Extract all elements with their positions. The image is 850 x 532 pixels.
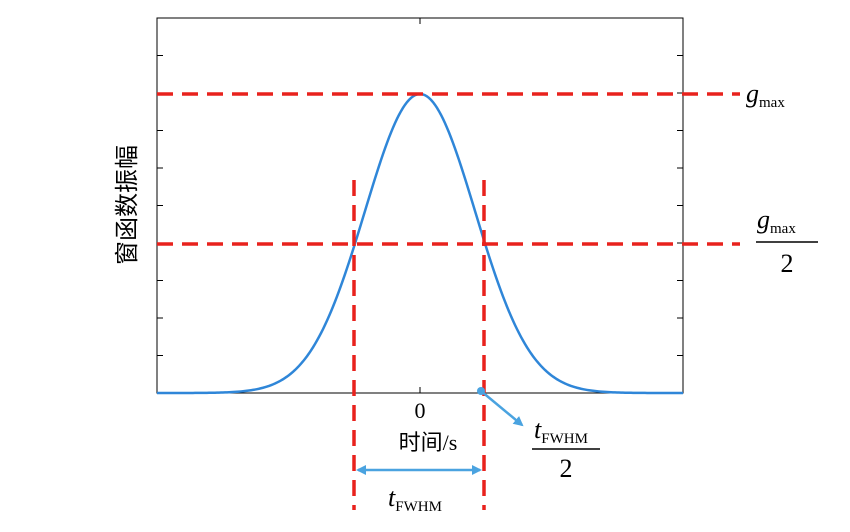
symbol: g: [746, 79, 759, 108]
subscript: FWHM: [395, 499, 442, 515]
subscript: max: [759, 95, 785, 111]
gmax-label: gmax: [746, 79, 785, 111]
x-tick-label: 0: [415, 398, 426, 423]
x-axis-label: 时间/s: [399, 430, 458, 455]
gmax-half-den: 2: [781, 249, 794, 278]
pointer-arrow: [480, 390, 524, 427]
axis-ticks: [157, 18, 683, 393]
y-axis-label: 窗函数振幅: [113, 145, 141, 265]
subscript: max: [770, 221, 796, 237]
gmax-half-num: gmax: [757, 205, 796, 237]
subscript: FWHM: [541, 431, 588, 447]
symbol: t: [388, 483, 396, 512]
tfwhm-half-num: tFWHM: [534, 415, 588, 447]
plot-frame: [156, 17, 684, 394]
tfwhm-label: tFWHM: [388, 483, 442, 515]
tfwhm-half-den: 2: [560, 454, 573, 483]
symbol: t: [534, 415, 542, 444]
symbol: g: [757, 205, 770, 234]
